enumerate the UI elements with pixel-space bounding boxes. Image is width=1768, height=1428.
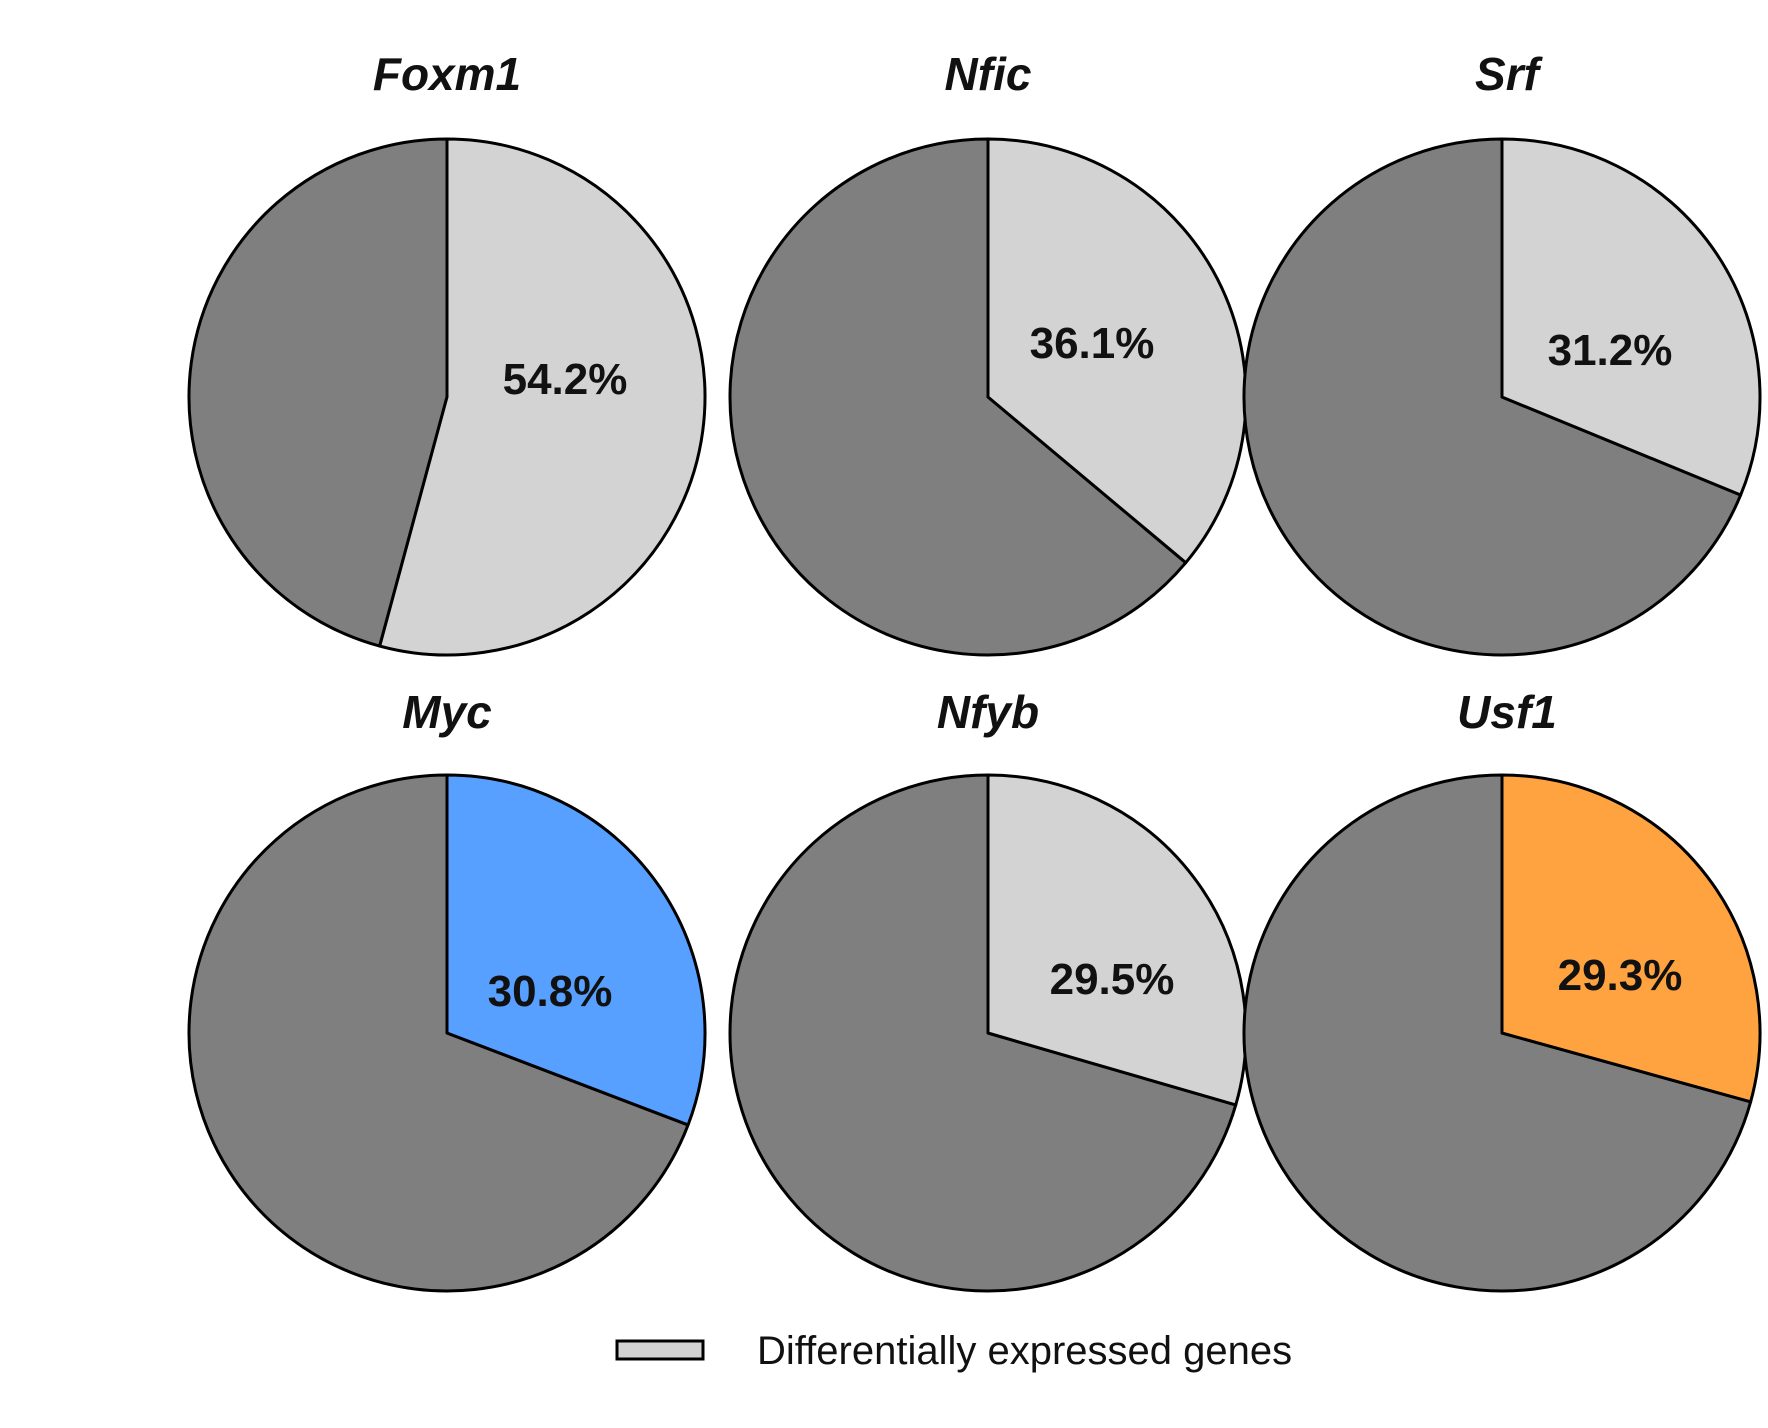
pie-rest-slice-foxm1	[187, 137, 449, 648]
pie-group-nfyb: Nfyb 29.5%	[728, 686, 1248, 1293]
pie-title-myc: Myc	[402, 686, 491, 738]
legend-swatch	[615, 1339, 705, 1361]
pie-group-foxm1: Foxm1 54.2%	[187, 48, 707, 657]
pie-rest-slice-usf1	[1242, 773, 1753, 1293]
pie-title-usf1: Usf1	[1457, 686, 1557, 738]
pie-highlight-slice-srf	[1500, 137, 1762, 497]
pie-rest-slice-nfyb	[728, 773, 1238, 1293]
pie-rest-slice-myc	[187, 773, 690, 1293]
pie-highlight-slice-myc	[445, 773, 707, 1127]
pie-value-label-srf: 31.2%	[1548, 326, 1673, 375]
pie-rest-slice-srf	[1242, 137, 1743, 657]
pie-group-usf1: Usf1 29.3%	[1242, 686, 1762, 1293]
legend: Differentially expressed genes	[615, 1329, 1292, 1373]
pie-group-nfic: Nfic 36.1%	[728, 48, 1248, 657]
pie-value-label-nfic: 36.1%	[1030, 319, 1155, 368]
pie-value-label-nfyb: 29.5%	[1050, 955, 1175, 1004]
pie-title-srf: Srf	[1475, 48, 1544, 100]
pie-rest-slice-nfic	[728, 137, 1188, 657]
pie-highlight-slice-foxm1	[378, 137, 707, 657]
pie-group-srf: Srf 31.2%	[1242, 48, 1762, 657]
pie-group-myc: Myc 30.8%	[187, 686, 707, 1293]
pie-title-nfyb: Nfyb	[937, 686, 1039, 738]
legend-label: Differentially expressed genes	[757, 1329, 1292, 1373]
pie-value-label-foxm1: 54.2%	[503, 355, 628, 404]
pie-highlight-slice-nfic	[986, 137, 1248, 565]
pie-title-nfic: Nfic	[945, 48, 1032, 100]
pie-title-foxm1: Foxm1	[373, 48, 521, 100]
pie-value-label-usf1: 29.3%	[1558, 951, 1683, 1000]
pie-value-label-myc: 30.8%	[488, 967, 613, 1016]
pie-highlight-slice-usf1	[1500, 773, 1762, 1104]
